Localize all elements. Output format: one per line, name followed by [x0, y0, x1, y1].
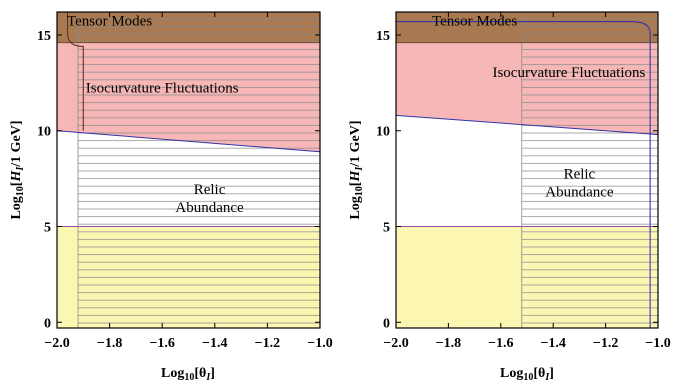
boundaries-right: [396, 21, 658, 328]
region-label-tensor-modes-left: Tensor Modes: [67, 13, 152, 29]
x-tick-label-left: −1.2: [255, 336, 280, 351]
chart-right: −2.0 −1.8 −1.6 −1.4 −1.2 −1.0 0 5 10 15 Tensor Mo…: [348, 11, 671, 381]
y-tick-label-right: 0: [383, 316, 390, 331]
chart-left: −2.0 −1.8 −1.6 −1.4 −1.2 −1.0 0 5 10 15 Tensor Mo…: [9, 11, 333, 381]
y-tick-label-left: 0: [44, 316, 51, 331]
boundaries-left: [57, 12, 320, 227]
region-label-relic-abundance-right: Relic Abundance: [545, 167, 614, 201]
y-tick-label-left: 5: [44, 220, 51, 235]
region-label-tensor-modes-right: Tensor Modes: [432, 13, 517, 29]
ticks-left: −2.0 −1.8 −1.6 −1.4 −1.2 −1.0 0 5 10 15: [37, 12, 333, 351]
x-axis-label-left: Log10[θI]: [161, 366, 215, 381]
region-labels-right: Tensor Modes Isocurvature Fluctuations Rel…: [432, 13, 646, 200]
x-tick-label-left: −1.6: [149, 336, 174, 351]
boundary-curve-right: [396, 21, 651, 328]
x-tick-label-right: −1.2: [593, 336, 618, 351]
y-axis-label-left: Log10[HI/1 GeV]: [9, 120, 26, 219]
y-tick-label-right: 5: [383, 220, 390, 235]
plot-frame-left: [56, 11, 321, 329]
x-tick-label-left: −1.0: [307, 336, 332, 351]
hatch-overlay-left: [78, 12, 320, 328]
x-tick-label-left: −1.8: [97, 336, 122, 351]
x-tick-label-right: −1.6: [488, 336, 513, 351]
hatches-left: [77, 12, 320, 328]
y-tick-label-left: 10: [37, 125, 51, 140]
boundary-isocurvature-left: [57, 130, 320, 153]
x-tick-label-left: −1.4: [202, 336, 227, 351]
y-tick-label-right: 15: [376, 29, 390, 44]
y-axis-label-right: Log10[HI/1 GeV]: [348, 120, 365, 219]
x-tick-label-left: −2.0: [44, 336, 69, 351]
boundary-isocurvature-right: [396, 114, 658, 136]
x-axis-label-right: Log10[θI]: [500, 366, 554, 381]
region-label-relic-abundance-left: Relic Abundance: [175, 182, 244, 216]
plot-area-right: [396, 12, 658, 328]
boundary-curve-left: [66, 12, 84, 131]
region-label-isocurvature-fluctuations-left: Isocurvature Fluctuations: [86, 80, 239, 96]
hatches-right: [521, 12, 658, 328]
plot-area-left: [57, 12, 320, 328]
y-tick-label-left: 15: [37, 29, 51, 44]
region-labels-left: Tensor Modes Isocurvature Fluctuations Rel…: [67, 13, 244, 216]
x-tick-label-right: −1.4: [540, 336, 565, 351]
y-tick-label-right: 10: [376, 125, 390, 140]
region-label-isocurvature-fluctuations-right: Isocurvature Fluctuations: [492, 65, 645, 81]
hatch-overlay-right: [521, 12, 658, 328]
x-tick-label-right: −1.8: [436, 336, 461, 351]
plot-frame-right: [395, 11, 659, 329]
x-tick-label-right: −1.0: [645, 336, 670, 351]
x-tick-label-right: −2.0: [383, 336, 408, 351]
ticks-right: −2.0 −1.8 −1.6 −1.4 −1.2 −1.0 0 5 10 15: [376, 12, 671, 351]
